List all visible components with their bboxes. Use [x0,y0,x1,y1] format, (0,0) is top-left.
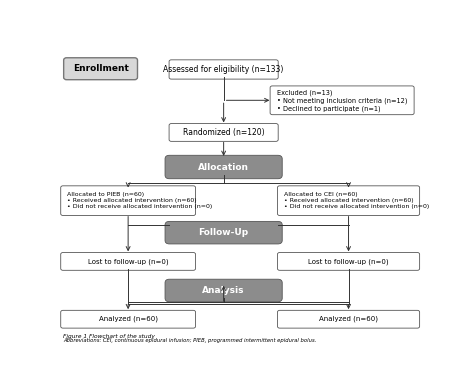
Text: Allocated to CEI (n=60)
• Received allocated intervention (n=60)
• Did not recei: Allocated to CEI (n=60) • Received alloc… [284,192,429,209]
Text: Allocation: Allocation [198,162,249,171]
FancyBboxPatch shape [270,86,414,115]
FancyBboxPatch shape [61,186,196,216]
Text: Lost to follow-up (n=0): Lost to follow-up (n=0) [88,258,168,264]
FancyBboxPatch shape [165,155,282,179]
FancyBboxPatch shape [61,253,196,270]
FancyBboxPatch shape [169,124,278,141]
Text: Analyzed (n=60): Analyzed (n=60) [319,316,378,323]
FancyBboxPatch shape [277,186,419,216]
Text: Analyzed (n=60): Analyzed (n=60) [99,316,158,323]
Text: Analysis: Analysis [202,286,245,295]
Text: Abbreviations: CEI, continuous epidural infusion; PIEB, programmed intermittent : Abbreviations: CEI, continuous epidural … [63,338,316,343]
FancyBboxPatch shape [277,253,419,270]
Text: Excluded (n=13)
• Not meeting inclusion criteria (n=12)
• Declined to participat: Excluded (n=13) • Not meeting inclusion … [277,89,407,112]
FancyBboxPatch shape [165,279,282,302]
Text: Allocated to PIEB (n=60)
• Received allocated intervention (n=60)
• Did not rece: Allocated to PIEB (n=60) • Received allo… [67,192,212,209]
Text: Lost to follow-up (n=0): Lost to follow-up (n=0) [308,258,389,264]
Text: Assessed for eligibility (n=133): Assessed for eligibility (n=133) [164,65,284,74]
FancyBboxPatch shape [165,221,282,244]
FancyBboxPatch shape [277,310,419,328]
Text: Follow-Up: Follow-Up [199,228,249,237]
Text: Figure 1 Flowchart of the study: Figure 1 Flowchart of the study [63,334,155,339]
FancyBboxPatch shape [169,60,278,79]
FancyBboxPatch shape [61,310,196,328]
FancyBboxPatch shape [64,58,137,80]
Text: Randomized (n=120): Randomized (n=120) [183,128,264,137]
Text: Enrollment: Enrollment [73,64,128,73]
